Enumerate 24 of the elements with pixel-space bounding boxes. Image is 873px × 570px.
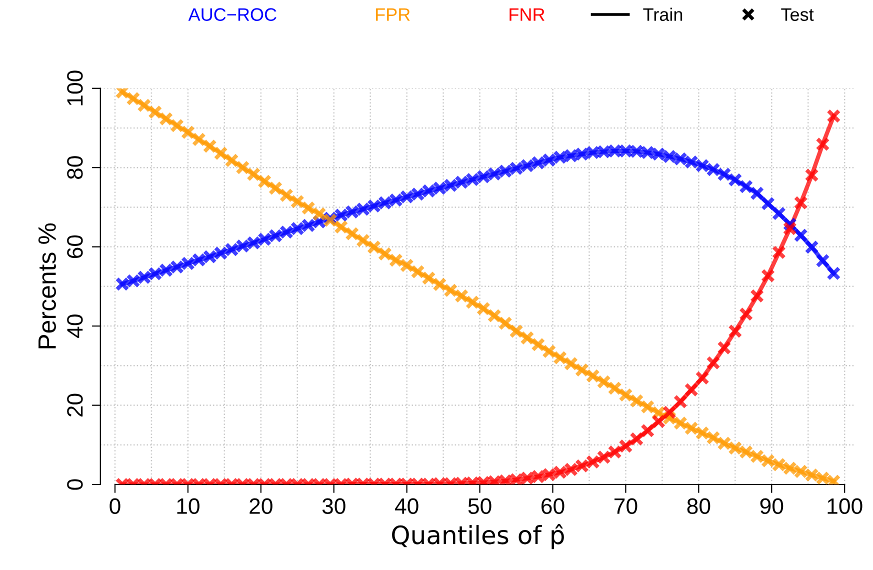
x-tick-label: 30 bbox=[322, 498, 346, 514]
x-tick-label: 80 bbox=[687, 498, 710, 514]
x-axis-title: Quantiles of p̂ bbox=[392, 524, 564, 550]
y-tick-label: 60 bbox=[67, 235, 83, 258]
y-tick-label: 40 bbox=[67, 314, 83, 338]
x-tick-label: 90 bbox=[760, 498, 784, 514]
x-tick-label: 20 bbox=[250, 498, 272, 514]
x-tick-label: 40 bbox=[394, 498, 418, 514]
text: Test bbox=[781, 8, 814, 21]
text: AUC−ROC bbox=[188, 8, 276, 21]
y-tick-label: 80 bbox=[67, 156, 83, 179]
x-tick-label: 0 bbox=[110, 498, 120, 514]
x-tick-label: 10 bbox=[177, 498, 200, 514]
x-tick-label: 50 bbox=[468, 498, 492, 514]
y-tick-label: 20 bbox=[67, 394, 83, 417]
y-tick-label: 0 bbox=[67, 479, 83, 490]
x-tick-label: 100 bbox=[828, 498, 862, 514]
x-tick-label: 60 bbox=[542, 498, 564, 514]
x-tick-label: 70 bbox=[614, 498, 638, 514]
y-tick-label: 100 bbox=[67, 70, 83, 106]
text: Train bbox=[643, 8, 682, 21]
text: FPR bbox=[376, 8, 410, 21]
text: FNR bbox=[510, 8, 544, 21]
y-axis-title: Percents % bbox=[38, 223, 56, 348]
